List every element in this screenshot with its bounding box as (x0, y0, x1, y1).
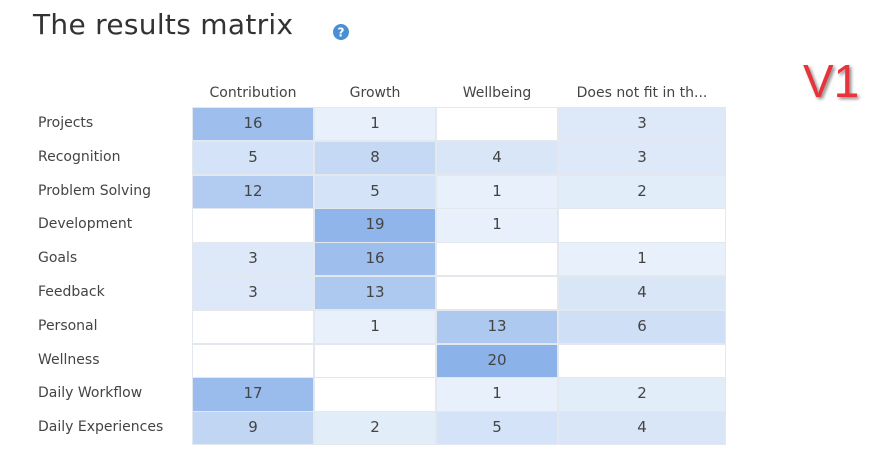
column-header: Growth (349, 85, 401, 101)
matrix-cell: 13 (436, 309, 558, 345)
matrix-cell: 12 (192, 174, 314, 209)
matrix-cell (192, 208, 314, 243)
matrix-cell: 2 (558, 174, 726, 209)
matrix-cell (436, 276, 558, 311)
matrix-cell: 20 (436, 343, 558, 378)
row-label: Wellness (38, 351, 100, 368)
row-label: Goals (38, 250, 78, 267)
matrix-cell: 3 (192, 276, 314, 311)
row-label: Feedback (38, 284, 105, 300)
matrix-cell: 13 (314, 276, 436, 311)
row-label: Development (38, 216, 133, 233)
matrix-cell (192, 343, 314, 378)
title: The results matrix (33, 8, 294, 41)
matrix-cell: 4 (558, 411, 726, 446)
matrix-cell: 16 (192, 107, 314, 142)
matrix-cell: 19 (314, 208, 436, 243)
matrix-cell: 3 (558, 140, 726, 176)
row-label: Problem Solving (38, 182, 151, 199)
version-badge: V1 (803, 55, 860, 107)
matrix-cell: 3 (558, 107, 726, 142)
matrix-cell (192, 309, 314, 345)
matrix-cell: 17 (192, 377, 314, 412)
matrix-cell: 16 (314, 242, 436, 277)
row-label: Recognition (38, 148, 121, 165)
matrix-cell: 1 (314, 309, 436, 345)
matrix-cell (436, 107, 558, 142)
matrix-cell (314, 377, 436, 412)
row-label: Daily Experiences (38, 419, 164, 436)
matrix-cell: 5 (192, 140, 314, 176)
column-header: Does not fit in th... (576, 85, 708, 101)
matrix-cell: 9 (192, 411, 314, 446)
matrix-cell: 1 (436, 174, 558, 209)
matrix-cell: 1 (436, 208, 558, 243)
svg-text:?: ? (338, 26, 345, 40)
help-icon[interactable]: ? (332, 23, 350, 41)
matrix-cell: 1 (314, 107, 436, 142)
matrix-cell: 4 (558, 276, 726, 311)
column-header: Wellbeing (462, 85, 532, 101)
row-label: Personal (38, 317, 98, 334)
matrix-cell: 1 (436, 377, 558, 412)
row-label: Daily Workflow (38, 385, 143, 402)
matrix-cell: 6 (558, 309, 726, 345)
matrix-cell: 8 (314, 140, 436, 176)
matrix-cell: 2 (314, 411, 436, 446)
matrix-cell (558, 343, 726, 378)
matrix-cell: 2 (558, 377, 726, 412)
matrix-cell: 4 (436, 140, 558, 176)
row-label: Projects (38, 115, 94, 131)
matrix-cell: 3 (192, 242, 314, 277)
matrix-cell (558, 208, 726, 243)
matrix-cell: 5 (436, 411, 558, 446)
matrix-cell (436, 242, 558, 277)
matrix-cell: 1 (558, 242, 726, 277)
column-header: Contribution (209, 85, 297, 101)
matrix-cell (314, 343, 436, 378)
matrix-cell: 5 (314, 174, 436, 209)
